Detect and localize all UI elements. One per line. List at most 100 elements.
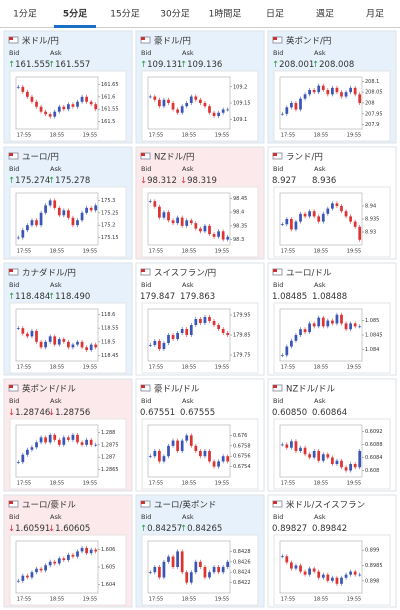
candle-body	[167, 445, 170, 457]
candle-body	[212, 234, 216, 237]
ask-arrow: ↑	[48, 60, 55, 70]
x-tick-label: 19:55	[83, 249, 97, 255]
pair-name: 英ポンド/円	[286, 36, 331, 47]
candle-body	[85, 439, 88, 445]
candle-body	[180, 329, 184, 333]
tab[interactable]: 日足	[266, 9, 284, 20]
candle-body	[340, 460, 343, 468]
candle-body	[189, 96, 193, 103]
candle-body	[344, 211, 348, 217]
pair-name: 英ポンド/ドル	[22, 384, 76, 395]
candle-body	[30, 96, 34, 102]
y-tick-label: 0.8422	[233, 580, 251, 586]
ask-label: Ask	[314, 513, 326, 521]
pair-name: 米ドル/円	[22, 36, 59, 47]
bid-price: 8.927	[272, 176, 296, 186]
candle-body	[16, 86, 20, 88]
candle-body	[344, 574, 348, 578]
candle-body	[349, 464, 352, 471]
bid-price: 0.84257	[147, 524, 182, 534]
candle-body	[358, 94, 362, 103]
x-tick-label: 19:55	[215, 481, 229, 487]
flag-mark	[273, 385, 277, 388]
bid-value: ↑118.484	[8, 292, 50, 302]
candle-body	[226, 561, 230, 567]
flag-mark	[141, 37, 145, 40]
candle-body	[185, 435, 189, 441]
candle-body	[80, 96, 84, 102]
ask-price: 179.863	[180, 292, 215, 302]
candle-body	[358, 574, 362, 576]
candle-body	[53, 336, 57, 345]
chart-bg	[141, 70, 259, 142]
candle-body	[57, 339, 61, 345]
tab[interactable]: 月足	[366, 9, 384, 20]
candle-body	[16, 328, 20, 329]
candle-body	[171, 440, 175, 446]
candle-body	[308, 211, 311, 217]
candle-body	[48, 336, 52, 342]
tab[interactable]: 30分足	[160, 9, 189, 20]
candle-body	[21, 328, 25, 334]
tab[interactable]: 週足	[316, 9, 334, 20]
y-tick-label: 175.2	[101, 223, 115, 229]
bid-arrow: ↑	[8, 176, 15, 186]
chart-bg	[273, 418, 391, 490]
flag-mark	[9, 385, 13, 388]
candle-body	[176, 217, 179, 224]
candle-body	[217, 567, 220, 573]
chart-bg	[273, 302, 391, 374]
candle-body	[326, 454, 330, 458]
bid-price: 118.484	[15, 292, 50, 302]
candle-body	[212, 112, 216, 116]
candle-body	[35, 442, 38, 448]
x-tick-label: 19:55	[347, 597, 361, 603]
bid-arrow: ↑	[140, 60, 147, 70]
candle-body	[308, 454, 311, 458]
candle-body	[321, 213, 325, 222]
tab[interactable]: 1分足	[13, 9, 37, 20]
candle-body	[335, 203, 339, 206]
candle-body	[194, 561, 198, 573]
candle-body	[312, 323, 316, 327]
x-tick-label: 18:55	[182, 597, 196, 603]
candle-body	[326, 90, 330, 95]
candle-body	[208, 225, 211, 235]
y-tick-label: 161.6	[101, 94, 115, 100]
plot-frame	[15, 76, 99, 130]
candle-body	[148, 456, 152, 457]
candle-body	[21, 86, 25, 92]
tab[interactable]: 15分足	[110, 9, 139, 20]
candle-body	[85, 96, 88, 102]
candle-body	[53, 561, 57, 564]
tab[interactable]: 5分足	[63, 8, 88, 20]
candle-body	[48, 200, 52, 206]
ask-value: ↓98.319	[180, 176, 217, 186]
candle-body	[57, 106, 61, 112]
candle-body	[180, 440, 184, 451]
ask-value: ↑175.278	[48, 176, 90, 186]
y-tick-label: 118.6	[101, 312, 115, 318]
x-tick-label: 19:55	[215, 133, 229, 139]
ask-value: ↑161.557	[48, 60, 90, 70]
bid-arrow: ↑	[8, 60, 15, 70]
y-tick-label: 0.8428	[233, 549, 251, 555]
candle-body	[171, 556, 175, 567]
tab[interactable]: 1時間足	[209, 9, 242, 20]
candle-body	[48, 561, 52, 566]
